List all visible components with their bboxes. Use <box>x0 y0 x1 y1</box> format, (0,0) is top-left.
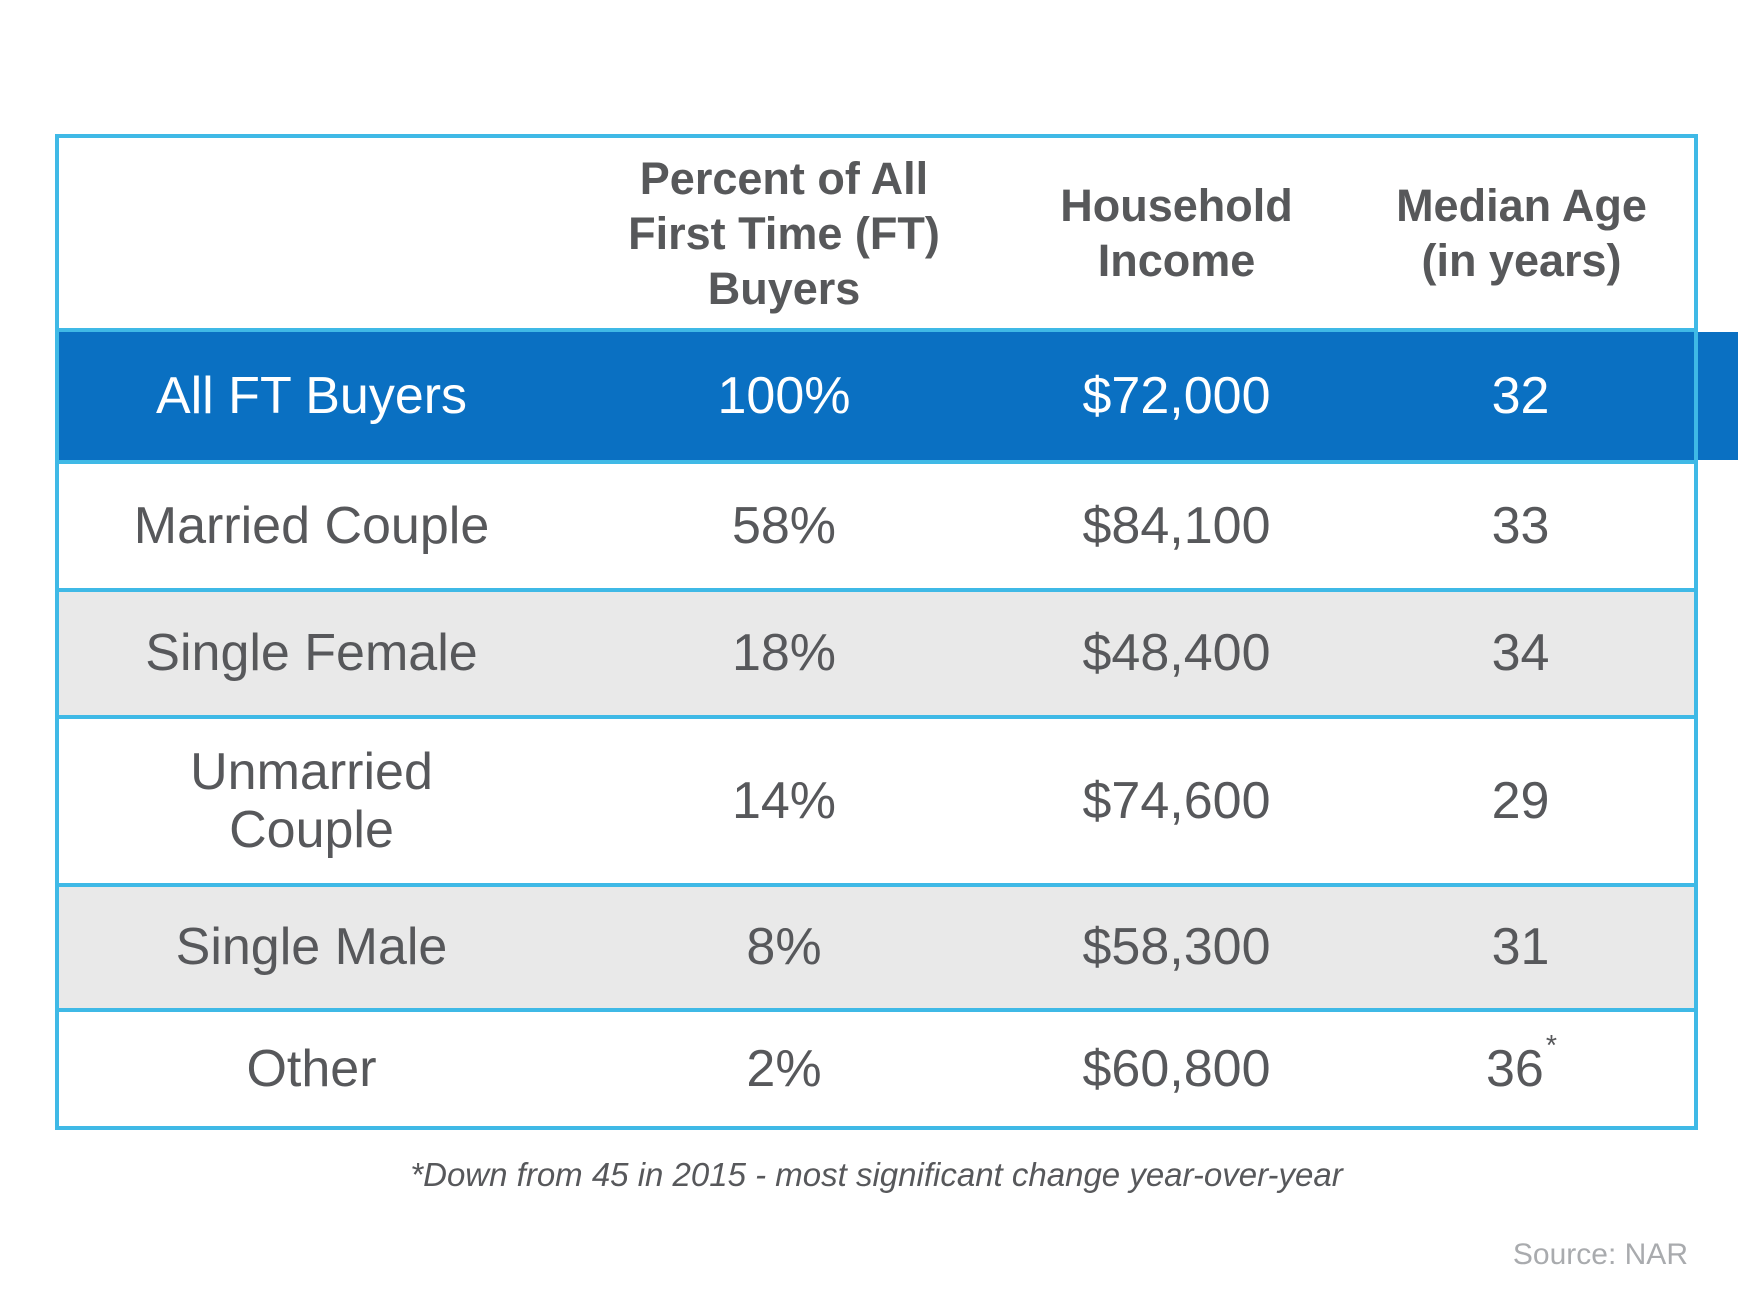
row-label-cell: Other <box>246 1039 377 1098</box>
table-row-single-male: Single Male 8% $58,300 31 <box>59 883 1694 1008</box>
percent-cell: 14% <box>731 771 837 830</box>
age-footnote-marker: * <box>1545 1029 1557 1062</box>
header-row: Percent of All First Time (FT) Buyers Ho… <box>59 138 1694 328</box>
row-label-cell: All FT Buyers <box>155 366 468 425</box>
age-cell: 33 <box>1349 497 1694 555</box>
header-cell-percent: Percent of All First Time (FT) Buyers <box>628 152 940 314</box>
footnote: *Down from 45 in 2015 - most significant… <box>410 1156 1343 1193</box>
first-time-buyers-table: Percent of All First Time (FT) Buyers Ho… <box>55 134 1738 1130</box>
age-value: 34 <box>1491 624 1550 683</box>
age-cell: 29 <box>1349 772 1694 830</box>
table-row-single-female: Single Female 18% $48,400 34 <box>59 588 1694 715</box>
row-label-cell: Married Couple <box>133 496 490 555</box>
header-cell-age: Median Age (in years) <box>1396 180 1647 286</box>
income-cell: $58,300 <box>1082 918 1271 977</box>
table-row-unmarried-couple: Unmarried Couple 14% $74,600 29 <box>59 715 1694 883</box>
table-row-married-couple: Married Couple 58% $84,100 33 <box>59 460 1694 588</box>
source-note: Source: NAR <box>1512 1238 1688 1271</box>
income-cell: $72,000 <box>1082 366 1271 425</box>
age-cell: 32 <box>1349 367 1694 425</box>
age-value: 33 <box>1491 496 1550 555</box>
age-cell: 34 <box>1349 624 1694 682</box>
age-value: 36 <box>1486 1039 1544 1098</box>
row-label-cell: Single Female <box>145 624 478 683</box>
table-row-all-ft-buyers: All FT Buyers 100% $72,000 32 <box>59 328 1738 460</box>
percent-cell: 2% <box>746 1039 822 1098</box>
age-value: 29 <box>1491 771 1550 830</box>
header-cell-income: Household Income <box>1060 180 1293 286</box>
age-cell: 36* <box>1349 1030 1694 1098</box>
row-label-cell: Single Male <box>175 918 448 977</box>
percent-cell: 18% <box>731 624 837 683</box>
table-row-other: Other 2% $60,800 36* <box>59 1008 1694 1126</box>
percent-cell: 100% <box>717 366 851 425</box>
percent-cell: 8% <box>746 918 822 977</box>
age-value: 32 <box>1491 366 1550 425</box>
row-label-cell: Unmarried Couple <box>190 742 433 859</box>
age-value: 31 <box>1491 918 1550 977</box>
income-cell: $48,400 <box>1082 624 1271 683</box>
income-cell: $74,600 <box>1082 771 1271 830</box>
percent-cell: 58% <box>731 496 837 555</box>
income-cell: $60,800 <box>1082 1039 1271 1098</box>
income-cell: $84,100 <box>1082 496 1271 555</box>
age-cell: 31 <box>1349 918 1694 976</box>
